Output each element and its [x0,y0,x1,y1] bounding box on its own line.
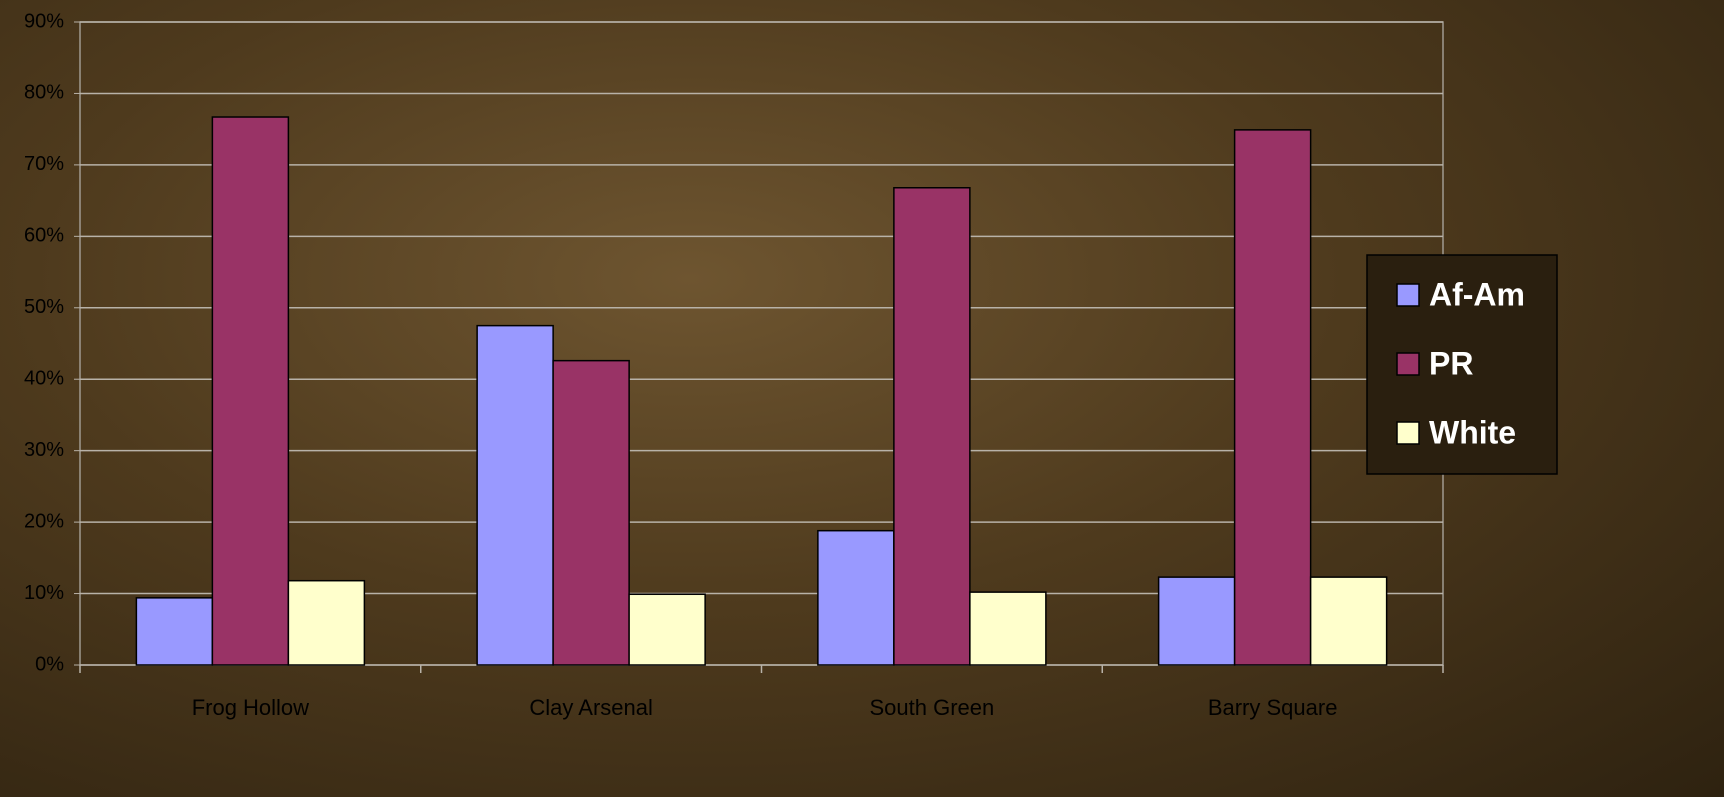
x-tick-label: Frog Hollow [192,695,309,720]
bar [552,359,630,666]
y-tick-label: 60% [24,225,64,247]
bar [893,187,971,666]
x-tick-label: Barry Square [1208,695,1338,720]
legend-swatch [1396,421,1420,445]
legend-label: White [1429,414,1516,450]
y-tick-label: 0% [35,653,64,675]
bar [817,529,895,666]
bar [476,324,554,666]
bar [628,593,706,666]
y-tick-label: 90% [24,10,64,32]
x-tick-label: Clay Arsenal [529,695,653,720]
bar [1233,129,1312,666]
y-tick-label: 20% [24,510,64,532]
y-tick-label: 70% [24,153,64,175]
bar [1157,576,1236,666]
legend-label: Af-Am [1429,276,1525,312]
bar [135,597,214,666]
y-tick-label: 40% [24,368,64,390]
legend-swatch [1396,352,1420,376]
bar [1309,576,1388,666]
y-tick-label: 80% [24,82,64,104]
bar [287,579,366,666]
bar [969,591,1047,666]
x-tick-label: South Green [870,695,995,720]
legend-swatch [1396,283,1420,307]
y-tick-label: 10% [24,582,64,604]
bar [211,116,290,666]
y-tick-label: 50% [24,296,64,318]
y-tick-label: 30% [24,439,64,461]
legend-label: PR [1429,345,1473,381]
